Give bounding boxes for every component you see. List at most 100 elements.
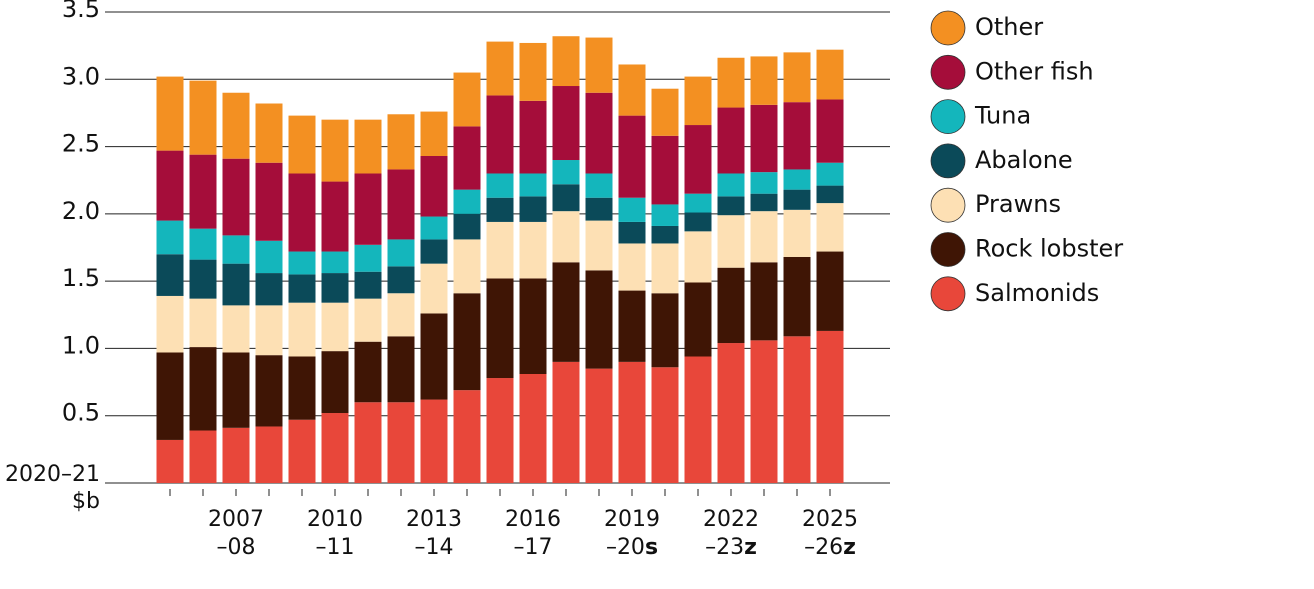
bar-segment	[453, 213, 481, 240]
bar-segment	[651, 293, 679, 368]
legend-marker	[930, 143, 966, 179]
bar-segment	[816, 99, 844, 163]
y-axis-label-line: $b	[72, 489, 100, 514]
bar-segment	[321, 251, 349, 274]
bar-segment	[255, 355, 283, 427]
bar-segment	[255, 273, 283, 306]
bar-segment	[519, 373, 547, 483]
bar-segment	[222, 352, 250, 428]
bar-segment	[816, 251, 844, 331]
bar-segment	[387, 293, 415, 337]
x-tick-label: 2013 –14	[406, 507, 462, 560]
bar-segment	[156, 352, 184, 440]
bar-segment	[750, 56, 778, 105]
bar-segment	[453, 390, 481, 483]
bar-segment	[288, 356, 316, 420]
bar-segment	[486, 378, 514, 483]
bar-segment	[783, 102, 811, 170]
bar-segment	[321, 273, 349, 303]
bar-segment	[387, 402, 415, 483]
bar-segment	[684, 231, 712, 283]
bar-segment	[717, 196, 745, 216]
bar-segment	[255, 240, 283, 274]
bar-segment	[519, 42, 547, 101]
bar-segment	[783, 336, 811, 483]
bar-segment	[354, 402, 382, 483]
x-tick-label-line: 2025	[802, 507, 858, 532]
x-tick-label: 2025 –26z	[802, 507, 858, 560]
bar-segment	[684, 193, 712, 213]
legend-marker	[930, 187, 966, 223]
bar-segment	[387, 114, 415, 170]
bar-segment	[486, 173, 514, 198]
bar-segment	[618, 221, 646, 244]
bar-segment	[288, 115, 316, 174]
bar-segment	[453, 189, 481, 214]
bar-segment	[783, 209, 811, 257]
bar-segment	[651, 88, 679, 136]
bar-segment	[651, 135, 679, 205]
bar-segment	[321, 181, 349, 252]
legend-label: Prawns	[975, 190, 1061, 218]
legend-label: Salmonids	[975, 279, 1099, 307]
bar-segment	[354, 244, 382, 272]
bar-segment	[486, 278, 514, 379]
legend-label: Tuna	[974, 102, 1031, 130]
bar-segment	[717, 267, 745, 344]
bar-segment	[222, 158, 250, 236]
x-tick-label-line: –11	[316, 535, 355, 560]
y-tick-label: 0.5	[62, 399, 100, 427]
x-tick-label-line: –20	[606, 535, 645, 560]
bar-segment	[420, 263, 448, 314]
x-tick-label-line: 2022	[703, 507, 759, 532]
bar-segment	[354, 298, 382, 342]
bar-segment	[783, 189, 811, 210]
bar-segment	[585, 92, 613, 174]
y-axis-label: 2020–21 $b	[5, 462, 100, 514]
bar-segment	[783, 52, 811, 103]
bar-segment	[420, 399, 448, 483]
bar-segment	[222, 92, 250, 159]
x-tick-label-line: 2007	[208, 507, 264, 532]
bar-segment	[255, 103, 283, 163]
bar-segment	[189, 80, 217, 155]
bar-segment	[189, 430, 217, 483]
bar-segment	[618, 115, 646, 198]
x-tick-label-line: –14	[415, 535, 454, 560]
bar-segment	[618, 361, 646, 483]
y-tick-label: 1.0	[62, 331, 100, 359]
bar-segment	[453, 126, 481, 190]
y-tick-label: 3.5	[62, 0, 100, 23]
bar-segment	[651, 204, 679, 226]
bar-segment	[552, 361, 580, 483]
bar-segment	[189, 228, 217, 260]
bar-segment	[189, 259, 217, 299]
bar-segment	[585, 37, 613, 93]
bar-segment	[684, 282, 712, 357]
legend-marker	[930, 10, 966, 46]
bar-segment	[552, 36, 580, 87]
x-tick-label: 2022 –23z	[703, 507, 759, 560]
bar-segment	[816, 185, 844, 204]
bar-segment	[618, 64, 646, 116]
bar-segment	[585, 270, 613, 369]
bar-segment	[552, 160, 580, 185]
x-tick-label: 2019 –20s	[604, 507, 660, 560]
bar-segment	[354, 271, 382, 299]
bar-segment	[453, 72, 481, 127]
bar-segment	[189, 298, 217, 348]
x-tick-label-line: –17	[514, 535, 553, 560]
bar-segment	[486, 41, 514, 96]
bar-segment	[519, 100, 547, 174]
bar-segment	[189, 347, 217, 431]
bar-segment	[255, 305, 283, 356]
bar-segment	[750, 172, 778, 194]
bar-segment	[255, 162, 283, 241]
bar-segment	[816, 49, 844, 100]
bar-segment	[387, 239, 415, 267]
bar-segment	[717, 215, 745, 268]
bar-segment	[222, 305, 250, 353]
bar-segment	[684, 356, 712, 483]
bar-segment	[288, 173, 316, 252]
